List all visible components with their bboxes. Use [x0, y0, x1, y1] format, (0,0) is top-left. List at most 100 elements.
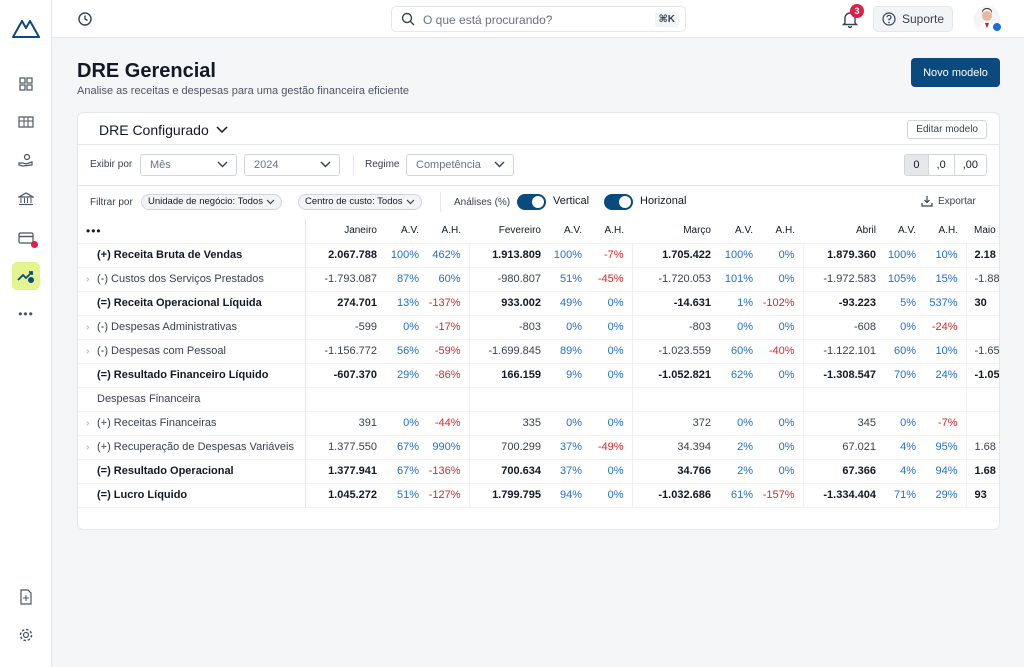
av-cell: 0%	[549, 411, 590, 436]
value-cell: -1.720.053	[631, 267, 719, 292]
ah-cell: -127%	[427, 483, 469, 508]
value-cell	[468, 387, 549, 412]
card-icon[interactable]	[12, 224, 40, 252]
chevron-down-icon	[494, 161, 505, 168]
dre-table: ••• Janeiro A.V. A.H. Fevereiro A.V. A.H…	[78, 219, 999, 513]
ah-cell: 0%	[590, 363, 632, 388]
verified-badge-icon	[992, 22, 1002, 32]
row-label-text: (=) Lucro Líquido	[97, 489, 188, 501]
ah-cell: 0%	[590, 315, 632, 340]
ah-cell	[924, 387, 966, 412]
value-cell: -93.223	[802, 291, 884, 316]
chevron-down-icon	[406, 199, 414, 205]
ah-cell	[590, 387, 632, 412]
horizontal-toggle[interactable]	[604, 194, 633, 210]
ah-cell: -7%	[924, 411, 966, 436]
av-cell	[719, 387, 761, 412]
chevron-right-icon[interactable]: ›	[86, 274, 90, 285]
ah-cell: 0%	[761, 315, 803, 340]
table-row[interactable]: › (+) Recuperação de Despesas Variáveis 1.…	[78, 435, 999, 460]
av-cell: 2%	[719, 459, 761, 484]
table-row: Despesas Financeira	[78, 387, 999, 412]
month-header: Fevereiro	[469, 219, 549, 244]
table-row[interactable]: › (-) Despesas com Pessoal -1.156.772 56% -5…	[78, 339, 999, 364]
ah-cell: -137%	[427, 291, 469, 316]
support-button[interactable]: Suporte	[873, 6, 953, 32]
vertical-toggle[interactable]	[517, 194, 546, 210]
chevron-right-icon[interactable]: ›	[86, 346, 90, 357]
dre-card: DRE Configurado Editar modelo Exibir por…	[77, 112, 1000, 530]
chevron-down-icon	[217, 161, 228, 168]
value-cell: 335	[468, 411, 549, 436]
ah-cell: -102%	[761, 291, 803, 316]
table-row: (+) Receita Bruta de Vendas 2.067.788 100%…	[78, 243, 999, 268]
new-model-button[interactable]: Novo modelo	[911, 58, 1000, 87]
value-cell: -1.023.559	[631, 339, 719, 364]
table-row[interactable]: › (-) Despesas Administrativas -599 0% -17% -…	[78, 315, 999, 340]
av-cell: 89%	[549, 339, 590, 364]
value-cell: 1.799.795	[468, 483, 549, 508]
av-cell: 100%	[549, 243, 590, 268]
ah-cell: -44%	[427, 411, 469, 436]
av-cell: 5%	[884, 291, 924, 316]
value-cell: 67.366	[802, 459, 884, 484]
table-row[interactable]: › (+) Receitas Financeiras 391 0% -44% 335 0% 0…	[78, 411, 999, 436]
av-cell	[549, 387, 590, 412]
table-row: (=) Receita Operacional Líquida 274.701 13…	[78, 291, 999, 316]
decimal-option-0[interactable]: 0	[905, 155, 928, 175]
edit-model-button[interactable]: Editar modelo	[907, 120, 987, 139]
hand-money-icon[interactable]	[12, 146, 40, 174]
document-add-icon[interactable]	[12, 583, 40, 611]
value-cell	[965, 387, 999, 412]
value-cell: 2.18	[965, 243, 999, 268]
bank-icon[interactable]	[12, 185, 40, 213]
cost-center-filter[interactable]: Centro de custo: Todos	[298, 194, 422, 210]
period-select[interactable]: Mês	[140, 154, 237, 176]
year-select[interactable]: 2024	[244, 154, 340, 176]
logo-icon[interactable]	[12, 16, 40, 40]
av-cell: 0%	[884, 315, 924, 340]
row-label: (=) Receita Operacional Líquida	[78, 291, 306, 316]
ah-cell: 990%	[427, 435, 469, 460]
av-cell: 0%	[884, 411, 924, 436]
page-subtitle: Analise as receitas e despesas para uma …	[77, 85, 410, 97]
table-menu-icon[interactable]: •••	[78, 219, 306, 244]
chart-growth-icon[interactable]	[12, 262, 40, 290]
table-row[interactable]: › (-) Custos dos Serviços Prestados -1.793…	[78, 267, 999, 292]
av-cell	[385, 387, 427, 412]
decimal-option-1[interactable]: ,0	[927, 155, 954, 175]
more-icon[interactable]: •••	[18, 307, 34, 321]
settings-gear-icon[interactable]	[12, 621, 40, 649]
support-label: Suporte	[902, 12, 945, 26]
av-cell: 105%	[884, 267, 924, 292]
regime-select[interactable]: Competência	[406, 154, 514, 176]
export-button[interactable]: Exportar	[921, 195, 976, 207]
value-cell: 274.701	[304, 291, 385, 316]
exibir-label: Exibir por	[90, 159, 133, 170]
table-row: (=) Lucro Líquido 1.045.272 51% -127% 1.799.…	[78, 483, 999, 508]
value-cell: 67.021	[802, 435, 884, 460]
dashboard-icon[interactable]	[12, 70, 40, 98]
export-label: Exportar	[938, 195, 976, 207]
decimal-option-2[interactable]: ,00	[953, 155, 986, 175]
value-cell: 1.879.360	[802, 243, 884, 268]
chevron-right-icon[interactable]: ›	[86, 322, 90, 333]
av-cell: 0%	[719, 315, 761, 340]
value-cell: 1.913.809	[468, 243, 549, 268]
dre-selector[interactable]: DRE Configurado	[99, 122, 228, 138]
av-cell: 60%	[884, 339, 924, 364]
page-title: DRE Gerencial	[77, 60, 216, 82]
row-label-text: (=) Resultado Financeiro Líquido	[97, 369, 269, 381]
chevron-right-icon[interactable]: ›	[86, 418, 90, 429]
history-clock-icon[interactable]	[77, 11, 93, 27]
regime-value: Competência	[416, 159, 481, 171]
chevron-right-icon[interactable]: ›	[86, 442, 90, 453]
search-box[interactable]: O que está procurando? ⌘K	[391, 6, 686, 32]
av-header: A.V.	[385, 219, 427, 244]
business-unit-filter[interactable]: Unidade de negócio: Todos	[141, 194, 282, 210]
value-cell: 700.299	[468, 435, 549, 460]
spreadsheet-icon[interactable]	[12, 108, 40, 136]
av-cell: 67%	[385, 435, 427, 460]
value-cell: -1.05	[965, 363, 999, 388]
row-label-text: (+) Receita Bruta de Vendas	[97, 249, 243, 261]
